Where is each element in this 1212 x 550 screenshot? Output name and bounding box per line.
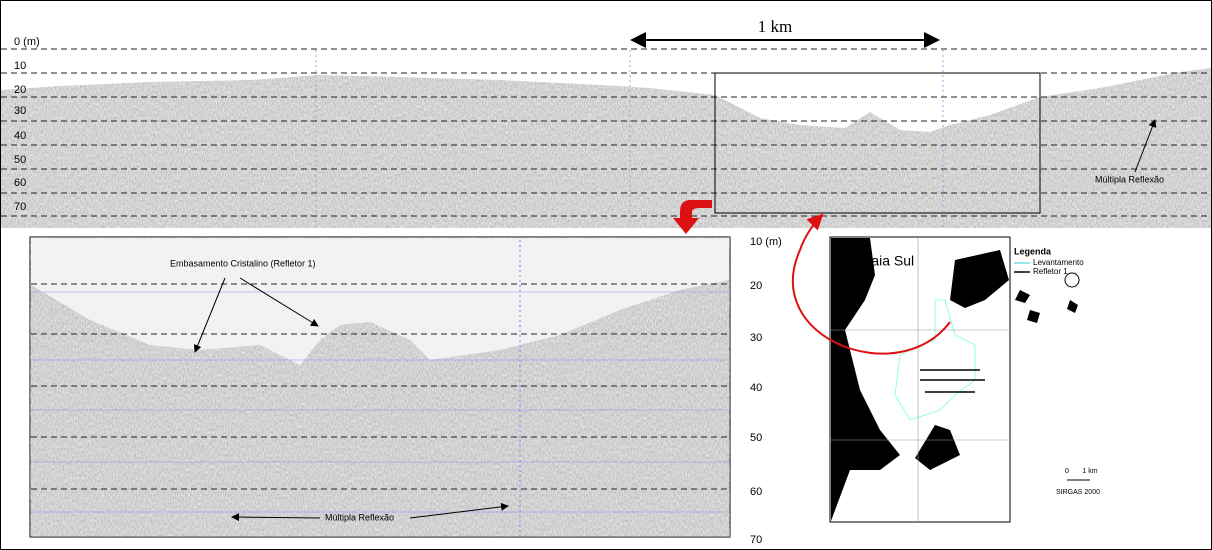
profile-panel <box>1 1 1211 228</box>
scale-label: 1 km <box>758 17 792 36</box>
legend-item: Refletor 1 <box>1033 267 1068 276</box>
depth-label: 50 <box>750 432 762 444</box>
scale-label: 0 <box>1065 468 1069 475</box>
datum-label: SIRGAS 2000 <box>1056 489 1100 496</box>
depth-label: 0 (m) <box>14 36 40 48</box>
annotation: Múltipla Reflexão <box>1095 174 1164 184</box>
depth-label: 60 <box>750 486 762 498</box>
depth-label: 30 <box>14 105 26 117</box>
depth-label: 10 <box>14 60 26 72</box>
depth-label: 70 <box>14 201 26 213</box>
depth-label: 50 <box>14 154 26 166</box>
map <box>830 237 1090 522</box>
depth-label: 60 <box>14 177 26 189</box>
depth-label: 40 <box>14 130 26 142</box>
scale-label: 1 km <box>1082 468 1097 475</box>
zoom-panel <box>30 237 730 537</box>
depth-label: 70 <box>750 534 762 546</box>
place-label: Baia Sul <box>862 253 914 269</box>
depth-label: 30 <box>750 332 762 344</box>
annotation: Múltipla Reflexão <box>325 512 394 522</box>
figure: 1 km 0 (m) 10 20 30 40 50 60 70 Múltipla Reflexão… <box>0 0 1212 550</box>
depth-label: 20 <box>750 280 762 292</box>
depth-label: 20 <box>14 84 26 96</box>
legend-title: Legenda <box>1014 246 1052 256</box>
depth-label: 40 <box>750 382 762 394</box>
annotation: Embasamento Cristalino (Refletor 1) <box>170 258 316 268</box>
legend-item: Levantamento <box>1033 258 1084 267</box>
depth-label: 10 (m) <box>750 236 782 248</box>
